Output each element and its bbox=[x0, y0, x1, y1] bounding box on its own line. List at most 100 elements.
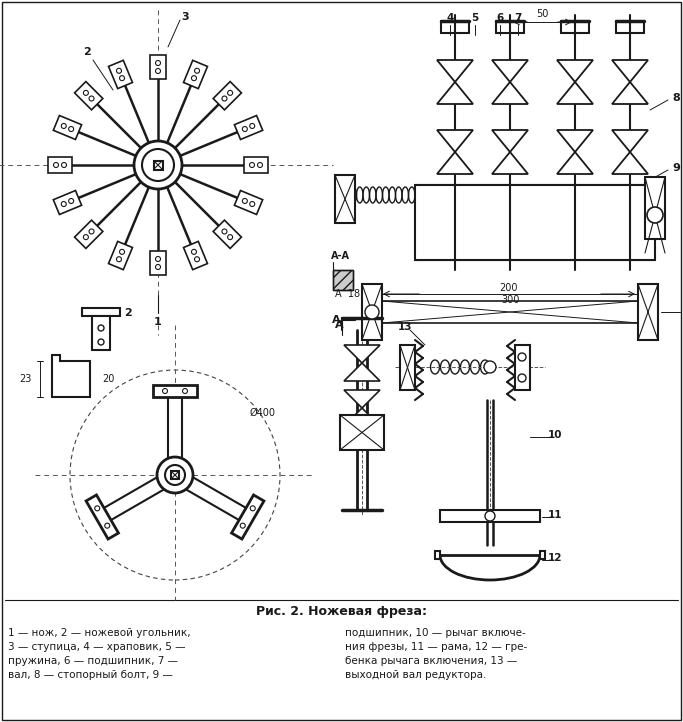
Text: 13: 13 bbox=[398, 322, 413, 332]
Circle shape bbox=[250, 201, 255, 206]
Circle shape bbox=[156, 256, 161, 261]
Circle shape bbox=[250, 123, 255, 129]
Polygon shape bbox=[213, 82, 241, 110]
Circle shape bbox=[53, 162, 59, 168]
Circle shape bbox=[485, 511, 495, 521]
Text: 11: 11 bbox=[548, 510, 562, 520]
Text: 6: 6 bbox=[497, 13, 503, 23]
Circle shape bbox=[95, 506, 100, 511]
Circle shape bbox=[142, 149, 174, 181]
Polygon shape bbox=[492, 130, 528, 152]
Text: 7: 7 bbox=[514, 13, 522, 23]
Bar bbox=[440, 510, 540, 522]
Circle shape bbox=[163, 388, 167, 393]
Text: 3: 3 bbox=[181, 12, 189, 22]
Polygon shape bbox=[344, 390, 380, 408]
Polygon shape bbox=[234, 116, 263, 139]
Polygon shape bbox=[437, 152, 473, 174]
Polygon shape bbox=[86, 495, 118, 539]
Circle shape bbox=[191, 249, 197, 254]
Circle shape bbox=[156, 61, 161, 66]
Circle shape bbox=[257, 162, 262, 168]
Circle shape bbox=[227, 235, 233, 240]
Polygon shape bbox=[492, 152, 528, 174]
Circle shape bbox=[117, 257, 122, 262]
Polygon shape bbox=[244, 157, 268, 173]
Text: A: A bbox=[335, 320, 344, 330]
Polygon shape bbox=[48, 157, 72, 173]
Circle shape bbox=[222, 96, 227, 101]
Bar bbox=[333, 270, 353, 290]
Text: A-A: A-A bbox=[331, 251, 350, 261]
Text: 9: 9 bbox=[672, 163, 680, 173]
Polygon shape bbox=[184, 241, 208, 270]
Text: пружина, 6 — подшипник, 7 —: пружина, 6 — подшипник, 7 — bbox=[8, 656, 178, 666]
Text: 1: 1 bbox=[154, 317, 162, 327]
Text: 12: 12 bbox=[548, 553, 562, 563]
Circle shape bbox=[98, 339, 104, 345]
Polygon shape bbox=[52, 355, 90, 397]
Circle shape bbox=[120, 249, 124, 254]
Text: вал, 8 — стопорный болт, 9 —: вал, 8 — стопорный болт, 9 — bbox=[8, 670, 173, 680]
Text: 200: 200 bbox=[500, 283, 518, 293]
Circle shape bbox=[69, 199, 74, 204]
Polygon shape bbox=[612, 82, 648, 104]
Polygon shape bbox=[150, 55, 166, 79]
Polygon shape bbox=[232, 495, 264, 539]
Circle shape bbox=[222, 229, 227, 234]
Polygon shape bbox=[557, 82, 593, 104]
Circle shape bbox=[156, 264, 161, 269]
Text: бенка рычага включения, 13 —: бенка рычага включения, 13 — bbox=[345, 656, 517, 666]
Circle shape bbox=[83, 235, 88, 240]
Circle shape bbox=[89, 229, 94, 234]
Text: ния фрезы, 11 — рама, 12 — гре-: ния фрезы, 11 — рама, 12 — гре- bbox=[345, 642, 527, 652]
Circle shape bbox=[165, 465, 185, 485]
Polygon shape bbox=[557, 130, 593, 152]
Polygon shape bbox=[437, 82, 473, 104]
Circle shape bbox=[250, 506, 255, 511]
Text: 300: 300 bbox=[501, 295, 519, 305]
Circle shape bbox=[195, 257, 199, 262]
Polygon shape bbox=[53, 191, 81, 214]
Bar bbox=[435, 551, 440, 559]
Circle shape bbox=[157, 457, 193, 493]
Polygon shape bbox=[492, 82, 528, 104]
Circle shape bbox=[484, 361, 496, 373]
Circle shape bbox=[647, 207, 663, 223]
Polygon shape bbox=[344, 408, 380, 426]
Bar bbox=[515, 345, 530, 390]
Polygon shape bbox=[171, 471, 179, 479]
Polygon shape bbox=[612, 60, 648, 82]
Polygon shape bbox=[168, 397, 182, 475]
Polygon shape bbox=[492, 60, 528, 82]
Text: A: A bbox=[332, 315, 340, 325]
Bar bbox=[362, 284, 382, 340]
Polygon shape bbox=[437, 60, 473, 82]
Polygon shape bbox=[153, 385, 197, 397]
Text: выходной вал редуктора.: выходной вал редуктора. bbox=[345, 670, 486, 680]
Circle shape bbox=[120, 76, 124, 81]
Text: 3 — ступица, 4 — храповик, 5 —: 3 — ступица, 4 — храповик, 5 — bbox=[8, 642, 186, 652]
Polygon shape bbox=[74, 82, 103, 110]
Polygon shape bbox=[184, 61, 208, 89]
Polygon shape bbox=[92, 316, 110, 350]
Circle shape bbox=[61, 123, 66, 129]
Text: 20: 20 bbox=[102, 374, 114, 384]
Text: 50: 50 bbox=[535, 9, 548, 19]
Text: 5: 5 bbox=[471, 13, 479, 23]
Polygon shape bbox=[437, 130, 473, 152]
Circle shape bbox=[365, 305, 379, 319]
Bar bbox=[415, 185, 655, 260]
Circle shape bbox=[242, 199, 247, 204]
Text: 2: 2 bbox=[83, 47, 91, 57]
Circle shape bbox=[518, 374, 526, 382]
Polygon shape bbox=[557, 152, 593, 174]
Circle shape bbox=[83, 90, 88, 95]
Polygon shape bbox=[53, 116, 81, 139]
Circle shape bbox=[195, 69, 199, 73]
Polygon shape bbox=[154, 160, 163, 170]
Circle shape bbox=[89, 96, 94, 101]
Text: 23: 23 bbox=[20, 374, 32, 384]
Polygon shape bbox=[344, 345, 380, 363]
Polygon shape bbox=[109, 61, 133, 89]
